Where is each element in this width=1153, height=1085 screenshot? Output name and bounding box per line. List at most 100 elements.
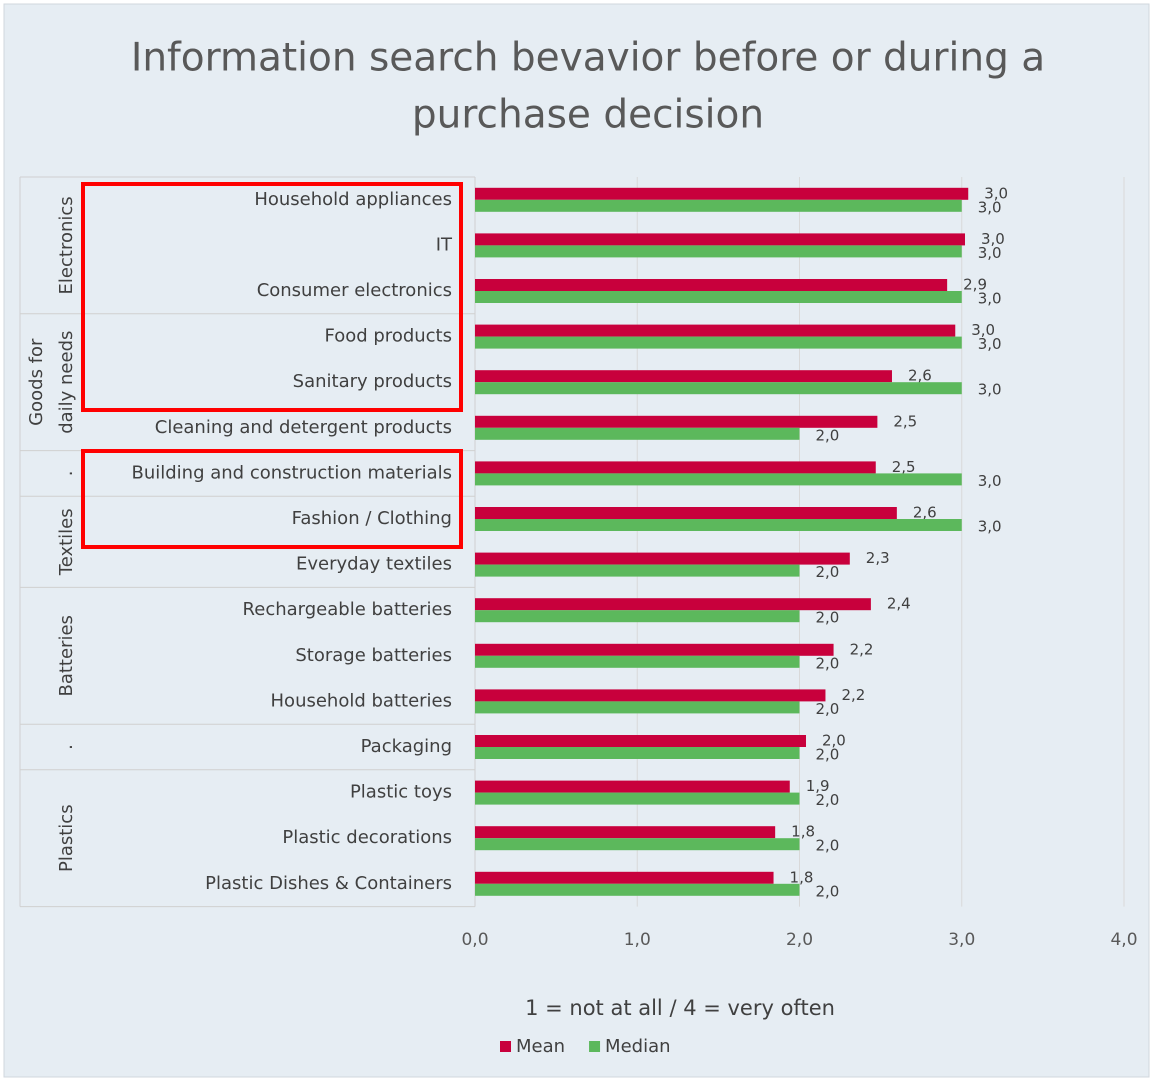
y-tick-label: Household batteries — [271, 690, 452, 711]
y-tick-label: IT — [436, 234, 453, 255]
bar — [475, 701, 800, 714]
x-tick-label: 0,0 — [461, 930, 488, 950]
group-label: daily needs — [56, 331, 77, 434]
value-label: 3,0 — [978, 518, 1002, 536]
value-label: 2,9 — [963, 276, 987, 294]
bar — [475, 519, 962, 531]
y-tick-label: Plastic Dishes & Containers — [205, 873, 452, 894]
value-label: 2,0 — [816, 837, 840, 855]
value-label: 3,0 — [978, 335, 1002, 353]
bar — [475, 336, 962, 349]
highlight-box — [81, 182, 463, 412]
value-label: 1,9 — [806, 777, 830, 795]
value-label: 3,0 — [978, 290, 1002, 308]
value-label: 2,0 — [816, 791, 840, 809]
y-tick-label: Building and construction materials — [132, 462, 453, 483]
bar — [475, 747, 800, 759]
bar — [475, 473, 962, 486]
group-label: Textiles — [56, 508, 77, 576]
bar — [475, 324, 956, 337]
group-label: . — [56, 744, 77, 750]
bar — [475, 245, 962, 258]
value-label: 2,0 — [816, 882, 840, 900]
value-label: 2,2 — [841, 686, 865, 704]
value-label: 2,6 — [913, 504, 937, 522]
bar — [475, 427, 800, 440]
y-tick-label: Food products — [325, 326, 453, 347]
group-label: Plastics — [56, 804, 77, 872]
value-label: 3,0 — [971, 321, 995, 339]
bar — [475, 689, 826, 702]
y-tick-label: Packaging — [361, 736, 452, 757]
x-tick-label: 3,0 — [948, 930, 975, 950]
bar — [475, 187, 969, 200]
value-label: 3,0 — [978, 198, 1002, 216]
bar — [475, 735, 806, 747]
bar — [475, 415, 878, 428]
legend-label: Median — [605, 1036, 670, 1057]
chart-background — [3, 3, 1150, 1078]
y-tick-label: Fashion / Clothing — [292, 508, 452, 529]
value-label: 2,5 — [893, 412, 917, 430]
value-label: 2,0 — [816, 426, 840, 444]
chart-title: Information search bevavior before or du… — [131, 36, 1045, 81]
bar — [475, 291, 962, 303]
y-tick-label: Household appliances — [254, 189, 452, 210]
bar — [475, 610, 800, 623]
bar — [475, 871, 774, 884]
x-tick-label: 1,0 — [624, 930, 651, 950]
legend-label: Mean — [516, 1036, 565, 1057]
highlight-box — [81, 449, 463, 549]
value-label: 2,5 — [892, 458, 916, 476]
bar — [475, 655, 800, 668]
value-label: 2,6 — [908, 367, 932, 385]
value-label: 1,8 — [791, 823, 815, 841]
y-tick-label: Storage batteries — [295, 645, 452, 666]
value-label: 3,0 — [978, 472, 1002, 490]
value-label: 3,0 — [981, 230, 1005, 248]
y-tick-label: Plastic toys — [350, 782, 452, 803]
value-label: 2,2 — [850, 640, 874, 658]
bar — [475, 883, 800, 896]
group-label: Goods for — [26, 338, 47, 426]
bar — [475, 461, 876, 474]
value-label: 3,0 — [984, 184, 1008, 202]
value-label: 2,0 — [822, 732, 846, 750]
value-label: 2,0 — [816, 746, 840, 764]
bar — [475, 552, 850, 565]
bar — [475, 598, 871, 611]
y-tick-label: Rechargeable batteries — [243, 599, 452, 620]
x-tick-label: 4,0 — [1110, 930, 1137, 950]
group-label: . — [56, 471, 77, 477]
value-label: 3,0 — [978, 244, 1002, 262]
y-tick-label: Cleaning and detergent products — [155, 417, 452, 438]
value-label: 3,0 — [978, 381, 1002, 399]
bar — [475, 780, 790, 793]
value-label: 1,8 — [790, 868, 814, 886]
bar — [475, 382, 962, 395]
chart-title: purchase decision — [412, 93, 764, 138]
bar — [475, 564, 800, 577]
bar — [475, 233, 965, 246]
value-label: 2,0 — [816, 654, 840, 672]
value-label: 2,4 — [887, 595, 911, 613]
value-label: 2,0 — [816, 563, 840, 581]
x-axis-label: 1 = not at all / 4 = very often — [525, 996, 835, 1020]
group-label: Electronics — [56, 196, 77, 294]
y-tick-label: Consumer electronics — [257, 280, 452, 301]
bar — [475, 826, 776, 839]
value-label: 2,0 — [816, 609, 840, 627]
y-tick-label: Sanitary products — [293, 371, 452, 392]
value-label: 2,0 — [816, 700, 840, 718]
y-tick-label: Plastic decorations — [282, 827, 452, 848]
legend-swatch — [500, 1041, 511, 1052]
value-label: 2,3 — [866, 549, 890, 567]
bar — [475, 792, 800, 805]
bar — [475, 643, 834, 656]
bar — [475, 507, 897, 519]
bar — [475, 838, 800, 851]
group-label: Batteries — [56, 615, 77, 696]
legend-swatch — [589, 1041, 601, 1052]
bar — [475, 370, 892, 383]
